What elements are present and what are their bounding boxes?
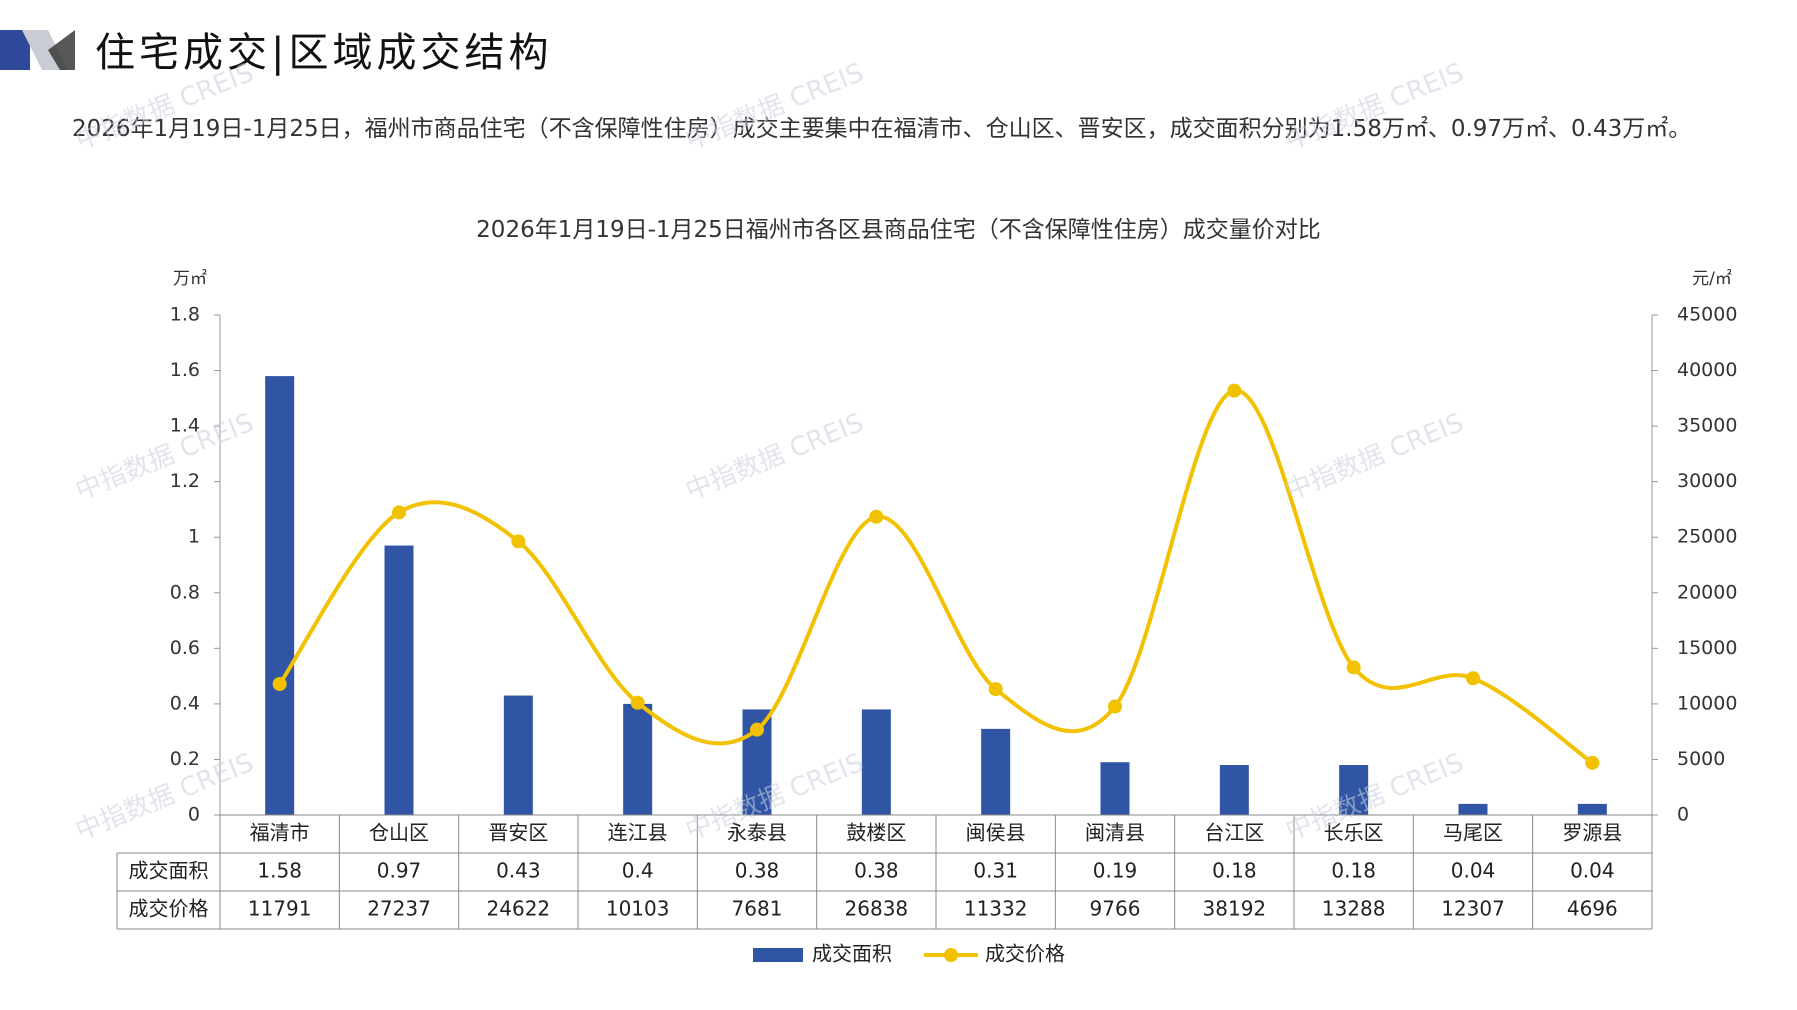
bar-台江区 xyxy=(1219,765,1249,815)
watermark-text: 中指数据 CREIS xyxy=(1281,58,1468,157)
category-label: 鼓楼区 xyxy=(846,821,906,845)
price-value: 11791 xyxy=(248,897,312,921)
price-value: 24622 xyxy=(487,897,551,921)
bar-闽侯县 xyxy=(981,728,1011,815)
area-value: 0.4 xyxy=(622,859,654,883)
area-value: 0.43 xyxy=(496,859,541,883)
price-value: 13288 xyxy=(1322,897,1386,921)
area-value: 0.97 xyxy=(377,859,422,883)
page-title: 住宅成交|区域成交结构 xyxy=(95,30,553,76)
category-label: 仓山区 xyxy=(369,821,429,845)
price-value: 10103 xyxy=(606,897,670,921)
category-label: 台江区 xyxy=(1204,821,1264,845)
area-value: 0.38 xyxy=(854,859,899,883)
category-label: 罗源县 xyxy=(1562,821,1622,845)
area-value: 0.04 xyxy=(1451,859,1496,883)
legend-bar-swatch xyxy=(753,948,803,962)
bar-鼓楼区 xyxy=(861,709,891,815)
left-tick-label: 1 xyxy=(188,526,200,548)
price-point-长乐区 xyxy=(1346,660,1361,675)
legend-bar-label: 成交面积 xyxy=(812,942,892,966)
price-point-连江县 xyxy=(630,695,645,710)
price-point-永泰县 xyxy=(750,722,764,737)
price-value: 12307 xyxy=(1441,897,1505,921)
price-point-台江区 xyxy=(1227,383,1242,398)
row-header-price: 成交价格 xyxy=(129,897,209,921)
left-tick-label: 0 xyxy=(188,804,200,826)
price-value: 26838 xyxy=(845,897,909,921)
right-tick-label: 5000 xyxy=(1677,748,1725,770)
right-tick-label: 0 xyxy=(1677,804,1689,826)
area-value: 0.04 xyxy=(1570,859,1615,883)
price-value: 9766 xyxy=(1090,897,1141,921)
bar-罗源县 xyxy=(1577,803,1607,815)
category-label: 马尾区 xyxy=(1443,821,1503,845)
category-label: 连江县 xyxy=(608,821,668,845)
bar-马尾区 xyxy=(1458,803,1488,815)
right-tick-label: 15000 xyxy=(1677,637,1737,659)
area-value: 0.18 xyxy=(1212,859,1257,883)
category-label: 闽清县 xyxy=(1085,821,1145,845)
summary-text: 2026年1月19日-1月25日，福州市商品住宅（不含保障性住房）成交主要集中在… xyxy=(72,116,1692,142)
right-tick-label: 10000 xyxy=(1677,692,1737,714)
watermark-text: 中指数据 CREIS xyxy=(1281,408,1468,507)
left-tick-label: 1.2 xyxy=(170,470,200,492)
right-tick-label: 30000 xyxy=(1677,470,1737,492)
area-value: 0.19 xyxy=(1093,859,1138,883)
watermark-text: 中指数据 CREIS xyxy=(71,58,258,157)
logo-icon xyxy=(0,30,75,70)
left-tick-label: 1.6 xyxy=(170,359,200,381)
left-tick-label: 1.4 xyxy=(170,415,200,437)
area-value: 0.18 xyxy=(1331,859,1376,883)
price-point-罗源县 xyxy=(1585,755,1600,770)
area-value: 0.31 xyxy=(973,859,1018,883)
bar-闽清县 xyxy=(1100,762,1130,815)
price-point-鼓楼区 xyxy=(869,509,884,524)
left-tick-label: 0.6 xyxy=(170,637,200,659)
left-axis-unit: 万㎡ xyxy=(173,269,207,289)
category-label: 晋安区 xyxy=(488,821,548,845)
watermark-text: 中指数据 CREIS xyxy=(71,748,258,847)
row-header-area: 成交面积 xyxy=(129,859,209,883)
price-value: 38192 xyxy=(1203,897,1267,921)
right-axis-unit: 元/㎡ xyxy=(1692,269,1732,289)
bar-长乐区 xyxy=(1339,765,1369,815)
left-tick-label: 0.8 xyxy=(170,581,200,603)
price-point-闽侯县 xyxy=(988,682,1003,697)
right-tick-label: 20000 xyxy=(1677,581,1737,603)
bar-晋安区 xyxy=(503,695,533,815)
price-value: 7681 xyxy=(732,897,783,921)
price-point-福清市 xyxy=(272,676,287,691)
watermark-text: 中指数据 CREIS xyxy=(71,408,258,507)
legend-line-label: 成交价格 xyxy=(985,942,1065,966)
legend-line-marker xyxy=(944,948,958,962)
price-value: 4696 xyxy=(1567,897,1618,921)
bar-福清市 xyxy=(265,376,295,815)
price-value: 27237 xyxy=(367,897,431,921)
right-tick-label: 25000 xyxy=(1677,526,1737,548)
watermark-text: 中指数据 CREIS xyxy=(681,58,868,157)
bar-连江县 xyxy=(623,703,653,815)
price-point-闽清县 xyxy=(1108,699,1122,714)
area-value: 0.38 xyxy=(735,859,780,883)
category-label: 永泰县 xyxy=(727,821,787,845)
category-label: 长乐区 xyxy=(1324,821,1384,845)
left-tick-label: 1.8 xyxy=(170,304,200,326)
bar-仓山区 xyxy=(384,545,414,815)
category-label: 福清市 xyxy=(250,821,310,845)
watermark-text: 中指数据 CREIS xyxy=(681,408,868,507)
price-point-晋安区 xyxy=(511,534,526,549)
right-tick-label: 35000 xyxy=(1677,415,1737,437)
right-tick-label: 40000 xyxy=(1677,359,1737,381)
price-point-仓山区 xyxy=(392,505,406,520)
price-point-马尾区 xyxy=(1466,671,1480,686)
chart-title: 2026年1月19日-1月25日福州市各区县商品住宅（不含保障性住房）成交量价对… xyxy=(476,217,1321,243)
right-tick-label: 45000 xyxy=(1677,304,1737,326)
area-value: 1.58 xyxy=(257,859,302,883)
price-value: 11332 xyxy=(964,897,1028,921)
category-label: 闽侯县 xyxy=(966,821,1026,845)
left-tick-label: 0.2 xyxy=(170,748,200,770)
left-tick-label: 0.4 xyxy=(170,692,200,714)
